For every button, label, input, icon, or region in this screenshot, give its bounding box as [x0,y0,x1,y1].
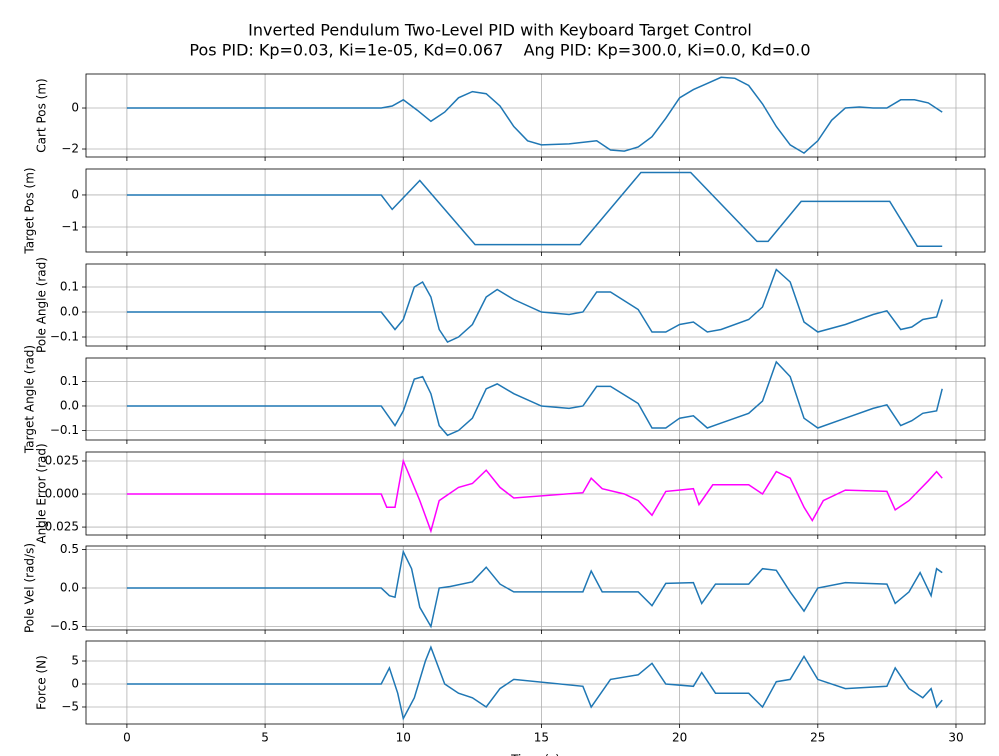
data-line [126,76,943,155]
y-tick-label: −5 [61,699,79,713]
y-tick-label: −0.1 [50,330,79,344]
y-axis-label: Angle Error (rad) [35,443,49,543]
y-tick-label: 0.0 [60,398,79,412]
data-line [126,171,943,247]
axes-frame [85,357,986,441]
y-tick-label: 0 [71,101,79,115]
axes-frame [85,168,986,253]
y-tick-label: −1 [61,220,79,234]
y-tick-label: 0.0 [60,305,79,319]
x-tick-label: 20 [672,731,687,745]
x-axis-label: Time (s) [510,753,560,756]
x-tick-label: 15 [534,731,549,745]
data-line [126,645,943,721]
axes-frame [85,545,986,631]
y-tick-label: 0.1 [60,374,79,388]
y-axis-label: Pole Vel (rad/s) [23,543,37,633]
axes-frame [85,451,986,536]
y-axis-label: Target Pos (m) [23,167,37,254]
y-tick-label: 5 [71,654,79,668]
y-tick-label: 0.5 [60,542,79,556]
x-tick-label: 10 [396,731,411,745]
y-tick-label: 0.1 [60,280,79,294]
y-tick-label: 0 [71,676,79,690]
chart-subtitle: Pos PID: Kp=0.03, Ki=1e-05, Kd=0.067 Ang… [189,41,810,60]
y-tick-label: 0.000 [45,487,79,501]
y-axis-label: Force (N) [35,655,49,710]
y-tick-label: −2 [61,142,79,156]
y-tick-label: −0.1 [50,423,79,437]
y-tick-label: −0.025 [35,520,79,534]
y-tick-label: 0.0 [60,581,79,595]
axes-frame [85,640,986,725]
y-tick-label: −0.5 [50,619,79,633]
data-line [126,549,943,629]
x-tick-label: 25 [810,731,825,745]
x-tick-label: 5 [261,731,269,745]
y-tick-label: 0.025 [45,453,79,467]
y-axis-label: Target Angle (rad) [23,345,37,454]
y-axis-label: Cart Pos (m) [35,78,49,152]
y-axis-label: Pole Angle (rad) [35,257,49,353]
x-tick-label: 30 [948,731,963,745]
x-tick-label: 0 [123,731,131,745]
data-line [126,268,943,343]
axes-frame [85,263,986,347]
data-line [126,360,943,437]
axes-frame [85,73,986,158]
y-tick-label: 0 [71,187,79,201]
data-line [126,458,943,534]
chart-title: Inverted Pendulum Two-Level PID with Key… [248,21,752,40]
